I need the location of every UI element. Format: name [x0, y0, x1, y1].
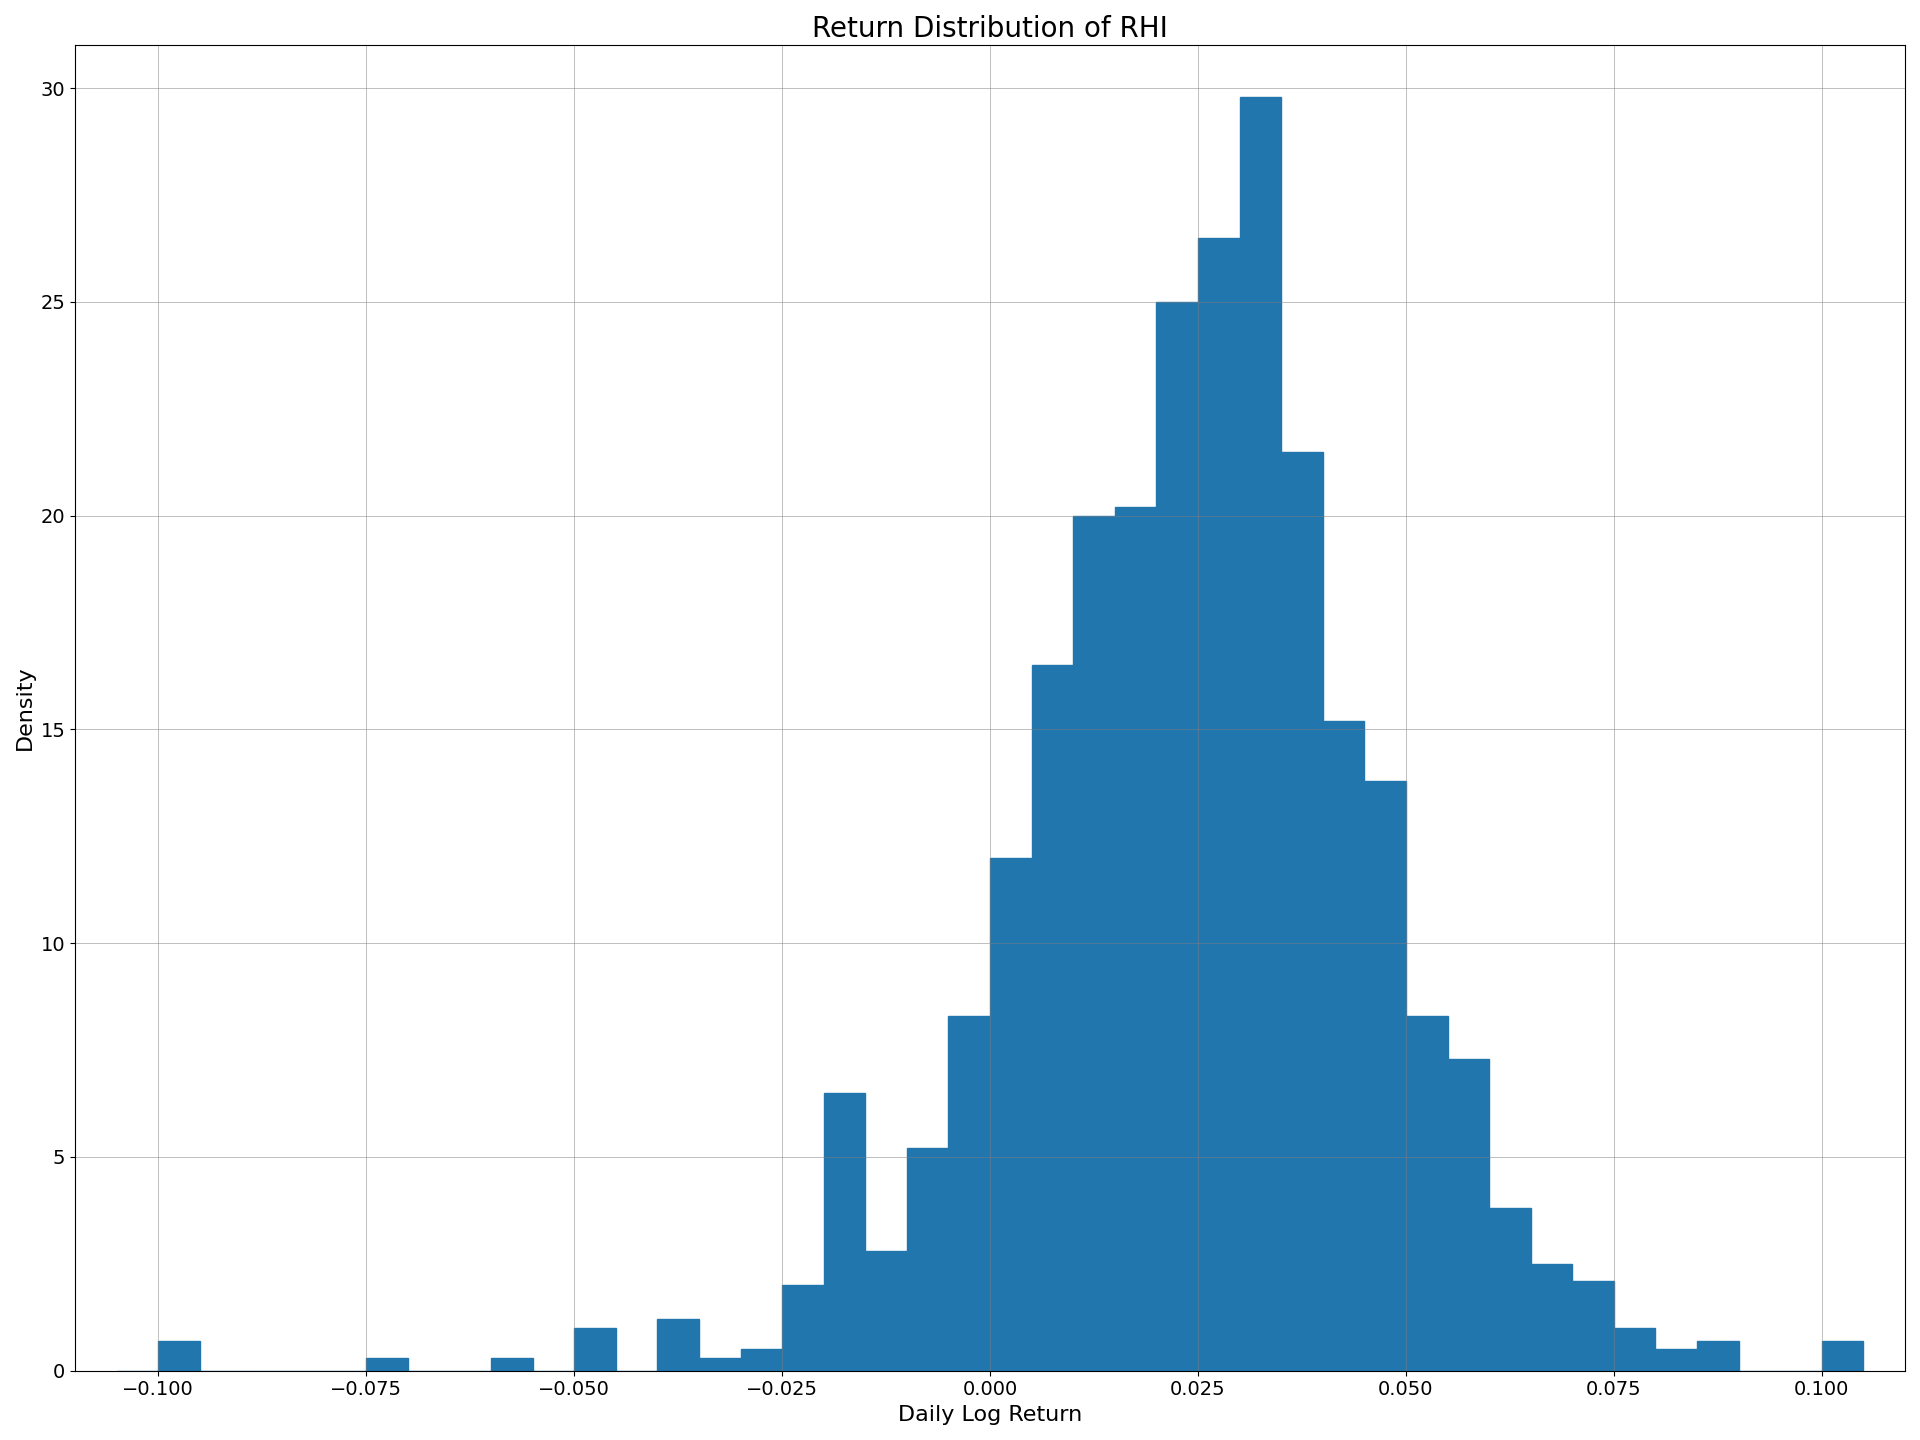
Bar — [1655, 1349, 1697, 1371]
Bar — [157, 1341, 200, 1371]
Bar — [781, 1286, 824, 1371]
Bar — [1240, 96, 1281, 1371]
Bar — [1116, 507, 1156, 1371]
Bar — [367, 1358, 407, 1371]
Bar — [741, 1349, 781, 1371]
Bar — [1073, 516, 1116, 1371]
Bar — [906, 1148, 948, 1371]
Bar — [1615, 1328, 1655, 1371]
Bar — [1323, 721, 1365, 1371]
Bar — [1822, 1341, 1864, 1371]
Title: Return Distribution of RHI: Return Distribution of RHI — [812, 14, 1167, 43]
Bar — [948, 1015, 991, 1371]
Bar — [866, 1251, 906, 1371]
Bar — [1405, 1015, 1448, 1371]
Bar — [1198, 238, 1240, 1371]
Bar — [1365, 780, 1405, 1371]
Bar — [991, 858, 1031, 1371]
Bar — [1281, 452, 1323, 1371]
Bar — [492, 1358, 532, 1371]
Bar — [1530, 1264, 1572, 1371]
Bar — [1572, 1282, 1615, 1371]
Y-axis label: Density: Density — [15, 665, 35, 750]
Bar — [1490, 1208, 1530, 1371]
Bar — [657, 1319, 699, 1371]
Bar — [824, 1093, 866, 1371]
Bar — [1697, 1341, 1740, 1371]
Bar — [1031, 665, 1073, 1371]
Bar — [699, 1358, 741, 1371]
Bar — [574, 1328, 616, 1371]
Bar — [1156, 302, 1198, 1371]
X-axis label: Daily Log Return: Daily Log Return — [899, 1405, 1083, 1426]
Bar — [1448, 1058, 1490, 1371]
